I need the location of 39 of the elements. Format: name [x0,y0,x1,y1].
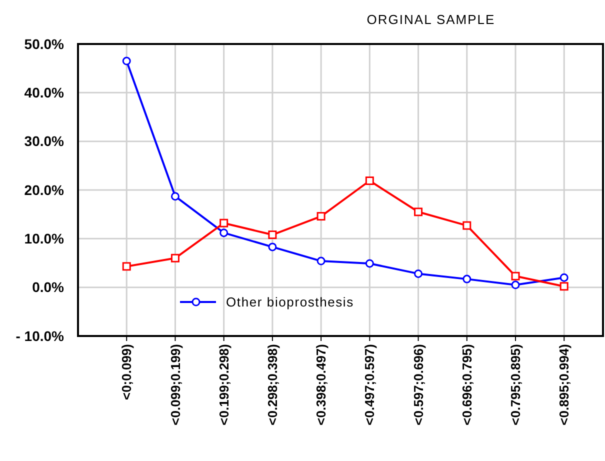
x-tick-label: <0.298;0.398) [264,344,280,426]
chart-title: ORGINAL SAMPLE [366,12,496,27]
point [316,212,326,221]
point [414,208,423,216]
x-tick-label: <0.398;0.497) [314,344,329,426]
y-tick-label: - 10.0% [16,328,65,344]
point [511,280,520,290]
point [170,192,180,201]
x-tick-label: <0.895;0.994) [556,344,572,426]
point [220,218,228,228]
point [511,272,520,280]
point [268,242,277,252]
point [462,274,472,284]
y-tick-label: 10.0% [24,230,65,247]
x-tick-label: <0.497;0.597) [362,344,378,426]
point [268,230,277,240]
point [560,282,568,291]
point [220,228,228,238]
y-tick-label: 20.0% [24,182,65,198]
x-tick-label: <0.199;0.298) [216,344,232,426]
point [560,273,568,282]
point [122,262,131,271]
point [365,259,374,268]
x-tick-label: <0.597;0.696) [410,344,426,426]
y-tick-label: 50.0% [24,36,65,52]
x-tick-label: <0.795;0.895) [508,344,524,426]
point [316,256,326,266]
legend-label: Other bioprosthesis [226,294,354,310]
point [414,269,423,278]
y-tick-label: 0.0% [32,279,65,296]
point [122,56,131,66]
point [462,221,472,230]
x-tick-label: <0;0.099) [119,344,134,400]
x-tick-label: <0.696;0.795) [459,344,474,426]
y-tick-label: 40.0% [24,84,65,101]
point [170,254,180,262]
point [365,176,374,186]
y-tick-label: 30.0% [24,133,65,150]
x-tick-label: <0.099;0.199) [168,344,183,426]
